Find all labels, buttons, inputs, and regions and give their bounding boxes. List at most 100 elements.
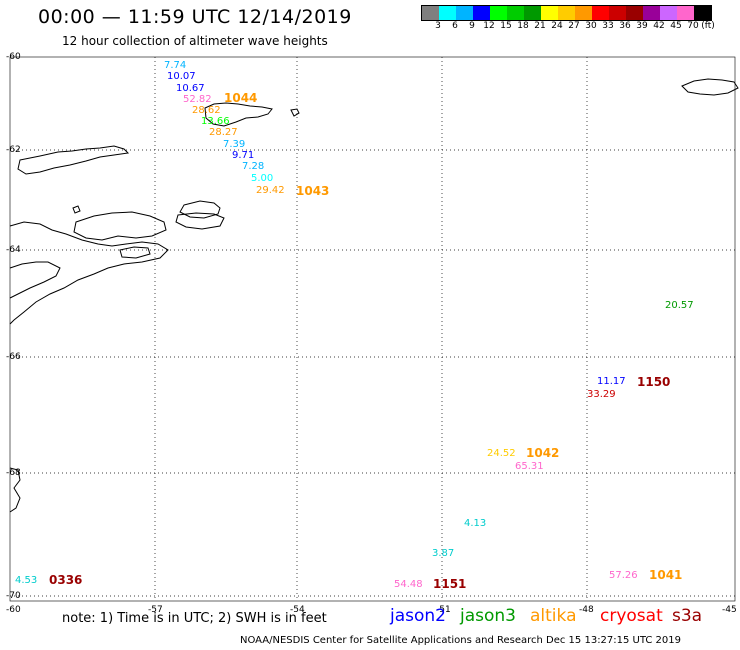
wave-height-value: 28.62 [192,105,221,116]
color-scale-tick: (ft) [701,21,715,31]
color-scale-tick: 36 [619,21,631,31]
color-swatch [507,6,524,20]
wave-height-value: 10.07 [167,71,196,82]
color-swatch [694,6,711,20]
wave-height-value: 7.28 [242,161,265,172]
satellite-legend-item: jason2 [390,606,446,626]
pass-time-label: 1041 [649,568,683,582]
wave-height-value: 7.74 [164,60,187,71]
satellite-legend-item: s3a [672,606,703,626]
color-scale-tick: 18 [517,21,529,31]
wave-height-value: 7.39 [223,139,246,150]
wave-height-value: 29.42 [256,185,285,196]
wave-height-value: 9.71 [232,150,255,161]
lat-label: -70 [6,591,21,601]
lon-label: -57 [148,605,163,615]
color-swatch [643,6,660,20]
pass-time-label: 1151 [433,577,467,591]
wave-height-value: 4.13 [464,518,487,529]
footer-credit: NOAA/NESDIS Center for Satellite Applica… [240,635,682,646]
island-small-2 [72,205,81,214]
lat-label: -64 [6,245,21,255]
island-mid [175,212,225,230]
color-swatch [609,6,626,20]
color-scale-tick: 6 [452,21,458,31]
units-note: note: 1) Time is in UTC; 2) SWH is in fe… [62,611,327,626]
color-swatch [456,6,473,20]
island-east-peninsula [119,246,151,259]
color-scale-tick: 21 [534,21,546,31]
lon-label: -60 [6,605,21,615]
wave-height-value: 5.00 [251,173,274,184]
color-swatch [592,6,609,20]
satellite-legend-item: jason3 [460,606,516,626]
peninsula-inner [9,261,61,299]
coastlines [9,78,739,513]
wave-height-value: 13.66 [201,116,230,127]
pass-time-label: 1043 [296,184,330,198]
color-scale-tick: 27 [568,21,580,31]
map-frame [9,56,736,602]
left-edge-coast [9,467,21,513]
wave-height-value: 11.17 [597,376,626,387]
island-far-east [681,78,739,96]
color-scale-tick: 33 [602,21,614,31]
color-swatch [524,6,541,20]
color-scale-tick: 45 [670,21,682,31]
color-scale-tick: 24 [551,21,563,31]
color-scale-tick: 39 [636,21,648,31]
wave-height-value: 54.48 [394,579,423,590]
wave-height-value: 33.29 [587,389,616,400]
color-scale-bar [421,5,712,21]
antarctic-peninsula [9,221,169,325]
color-scale-tick: 70 [687,21,699,31]
south-orkney-islands [204,102,273,127]
wave-height-value: 28.27 [209,127,238,138]
color-swatch [575,6,592,20]
satellite-legend-item: cryosat [600,606,663,626]
lat-label: -60 [6,52,21,62]
wave-height-value: 65.31 [515,461,544,472]
lon-label: -54 [290,605,305,615]
color-swatch [677,6,694,20]
color-swatch [541,6,558,20]
pass-time-label: 1044 [224,91,258,105]
wave-height-value: 3.87 [432,548,455,559]
lon-label: -48 [579,605,594,615]
chart-subtitle: 12 hour collection of altimeter wave hei… [62,34,328,48]
island-small [290,108,300,117]
color-swatch [660,6,677,20]
color-scale-tick: 30 [585,21,597,31]
pass-time-label: 0336 [49,573,83,587]
lat-label: -62 [6,145,21,155]
joinville-island [73,211,167,241]
satellite-legend-item: altika [530,606,577,626]
chart-title: 00:00 — 11:59 UTC 12/14/2019 [38,6,352,28]
wave-height-value: 24.52 [487,448,516,459]
color-scale-tick: 9 [469,21,475,31]
wave-height-value: 10.67 [176,83,205,94]
color-swatch [473,6,490,20]
lon-label: -51 [436,605,451,615]
color-scale-tick: 3 [435,21,441,31]
color-swatch [490,6,507,20]
lon-label: -45 [722,605,737,615]
wave-height-value: 57.26 [609,570,638,581]
south-shetland-west [17,145,130,175]
color-swatch [422,6,439,20]
color-scale-ticks: 3 6 9 12 15 18 21 24 27 30 33 36 39 42 45 70 (ft) [421,21,740,35]
gridlines [10,57,735,601]
lat-label: -68 [6,468,21,478]
wave-height-value: 4.53 [15,575,38,586]
pass-time-label: 1042 [526,446,560,460]
lat-label: -66 [6,352,21,362]
color-swatch [558,6,575,20]
wave-height-value: 20.57 [665,300,694,311]
color-scale-tick: 12 [483,21,495,31]
color-scale-tick: 15 [500,21,512,31]
color-swatch [626,6,643,20]
color-scale-tick: 42 [653,21,665,31]
south-shetland-east [179,200,221,219]
wave-height-value: 52.82 [183,94,212,105]
